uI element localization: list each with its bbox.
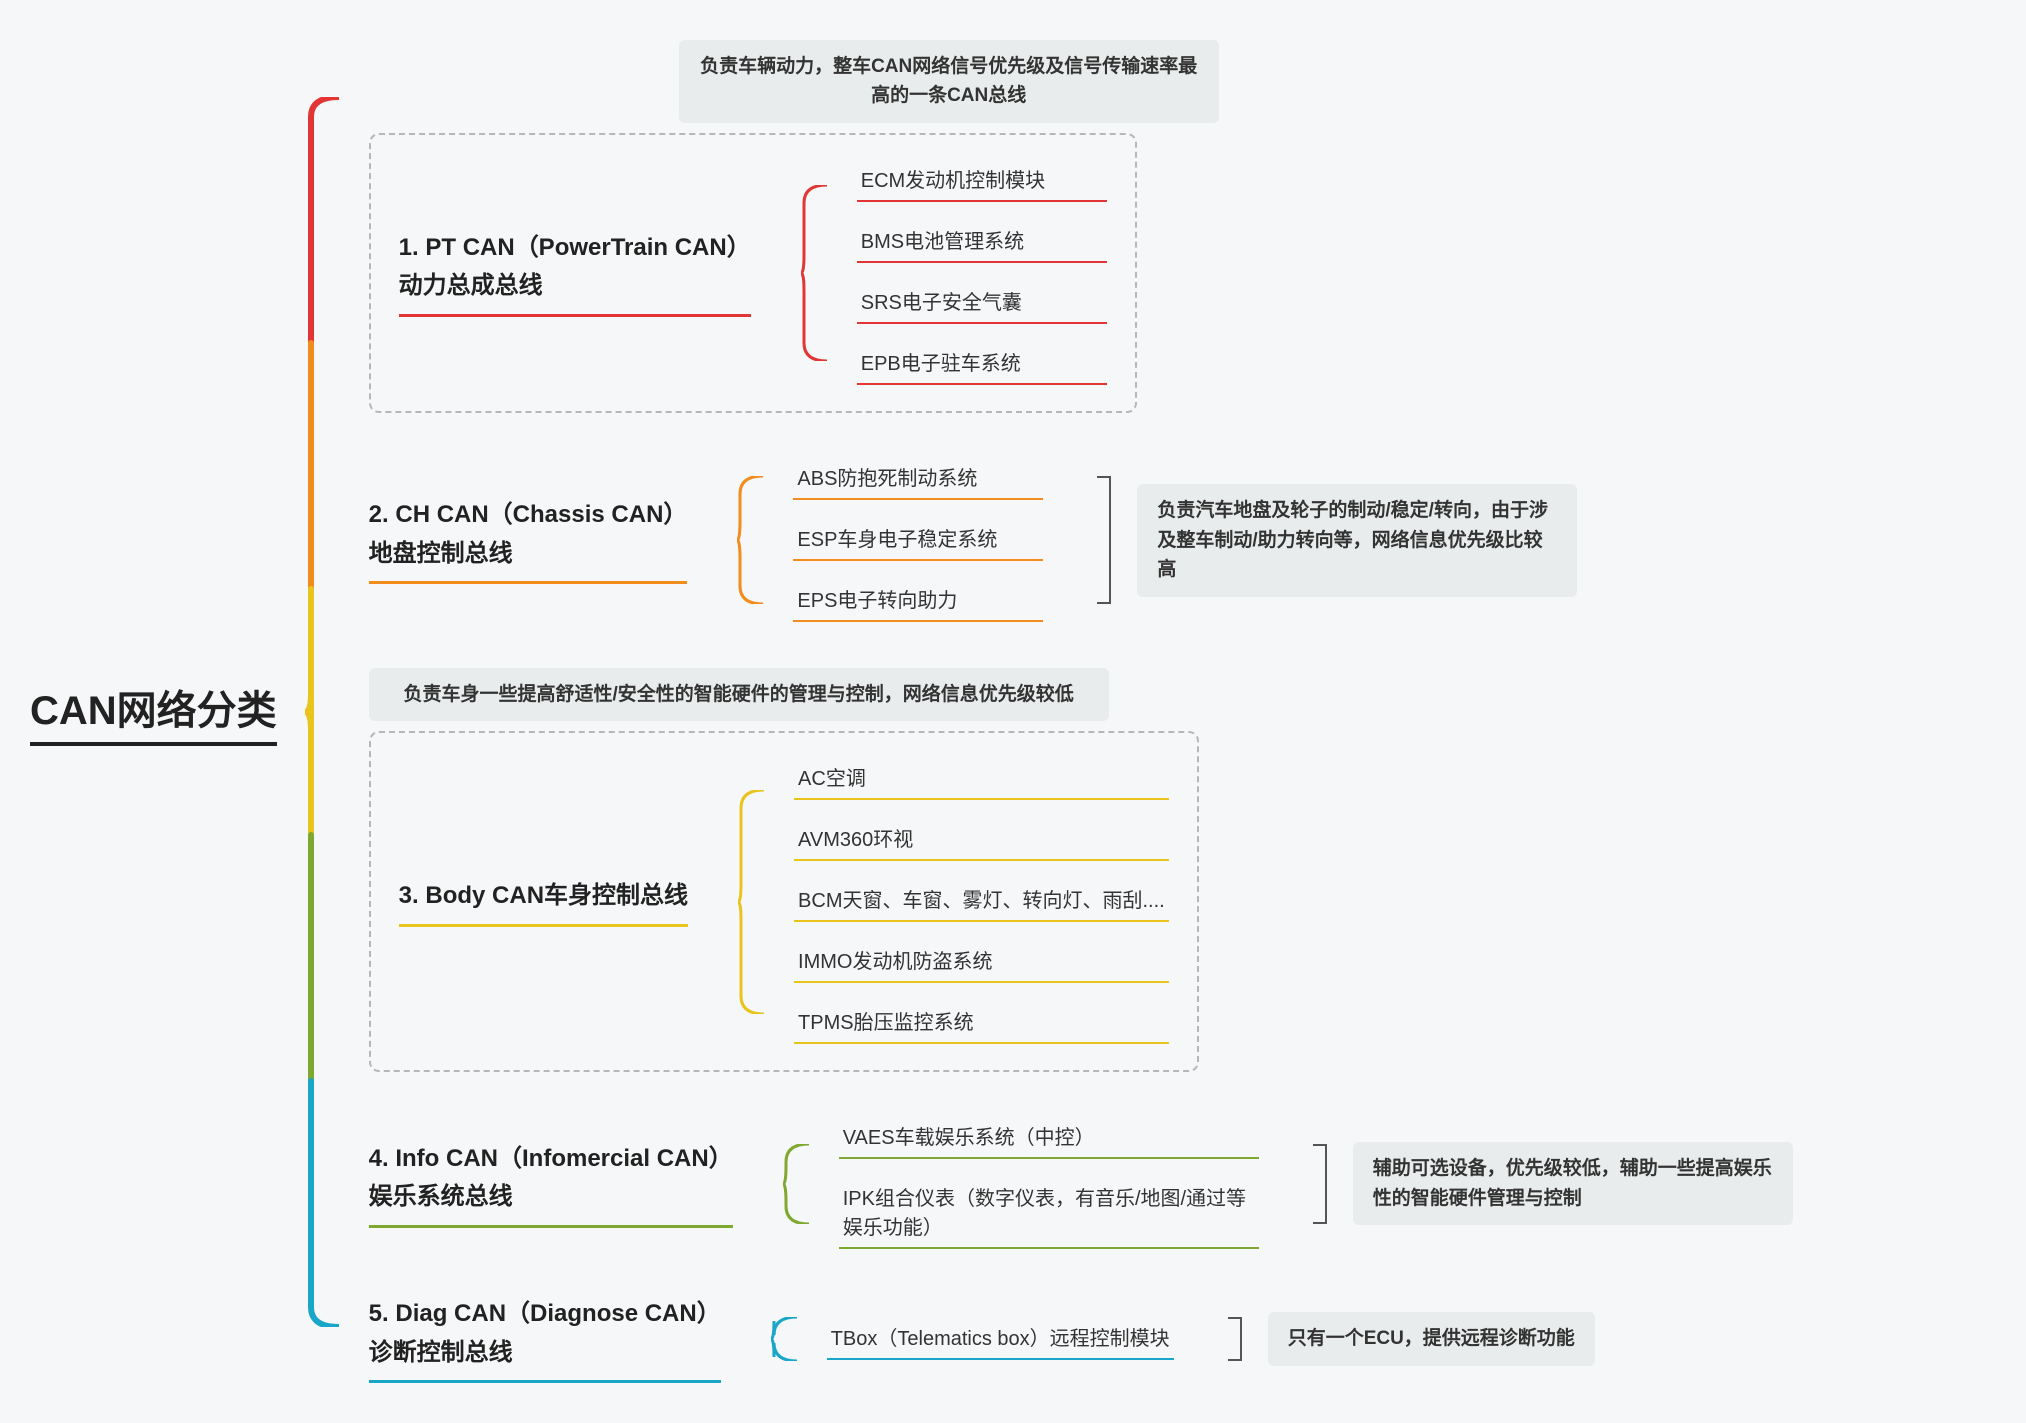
branch-1-row: 1. PT CAN（PowerTrain CAN） 动力总成总线 ECM发动机控制模… (399, 161, 1107, 385)
branch-2-right-note: 负责汽车地盘及轮子的制动/稳定/转向，由于涉及整车制动/助力转向等，网络信息优先… (1137, 484, 1577, 596)
branch-4-right-group: 辅助可选设备，优先级较低，辅助一些提高娱乐性的智能硬件管理与控制 (1313, 1142, 1793, 1225)
root-brace (305, 97, 339, 1327)
branch-1-title-l2: 动力总成总线 (399, 272, 543, 299)
branch-5-right-group: 只有一个ECU，提供远程诊断功能 (1228, 1312, 1595, 1365)
branch-5-title-l2: 诊断控制总线 (369, 1339, 513, 1366)
branch-4-row: 4. Info CAN（Infomercial CAN） 娱乐系统总线 VAES车载… (369, 1118, 1793, 1249)
branch-1-title-l1: 1. PT CAN（PowerTrain CAN） (399, 234, 751, 261)
branch-3-title-l1: 3. Body CAN车身控制总线 (399, 882, 688, 909)
branch-4-item-2: IPK组合仪表（数字仪表，有音乐/地图/通过等娱乐功能） (839, 1179, 1259, 1249)
branch-3-title: 3. Body CAN车身控制总线 (399, 877, 688, 926)
root-title: CAN网络分类 (30, 678, 277, 746)
branch-2-title-l1: 2. CH CAN（Chassis CAN） (369, 501, 688, 528)
branch-2-item-3: EPS电子转向助力 (793, 581, 1043, 622)
branch-1-items: ECM发动机控制模块 BMS电池管理系统 SRS电子安全气囊 EPB电子驻车系统 (857, 161, 1107, 385)
branch-5-items: TBox（Telematics box）远程控制模块 (827, 1319, 1174, 1360)
branch-3-item-3: BCM天窗、车窗、雾灯、转向灯、雨刮.... (794, 881, 1169, 922)
branch-3: 负责车身一些提高舒适性/安全性的智能硬件的管理与控制，网络信息优先级较低 3. B… (369, 668, 1793, 1072)
branch-3-item-2: AVM360环视 (794, 820, 1169, 861)
branch-4-right-note: 辅助可选设备，优先级较低，辅助一些提高娱乐性的智能硬件管理与控制 (1353, 1142, 1793, 1225)
branch-2-items: ABS防抱死制动系统 ESP车身电子稳定系统 EPS电子转向助力 (793, 459, 1043, 622)
branch-2-brace (737, 476, 763, 604)
branch-3-item-1: AC空调 (794, 759, 1169, 800)
branch-5-row: 5. Diag CAN（Diagnose CAN） 诊断控制总线 TBox（Tele… (369, 1295, 1793, 1383)
branch-3-item-5: TPMS胎压监控系统 (794, 1003, 1169, 1044)
branch-4-items: VAES车载娱乐系统（中控） IPK组合仪表（数字仪表，有音乐/地图/通过等娱乐功… (839, 1118, 1259, 1249)
branch-1-brace (801, 185, 827, 361)
branch-2: 2. CH CAN（Chassis CAN） 地盘控制总线 ABS防抱死制动系统 ES… (369, 459, 1793, 622)
branch-3-item-4: IMMO发动机防盗系统 (794, 942, 1169, 983)
branch-3-dashed-box: 3. Body CAN车身控制总线 AC空调 AVM360环视 BCM天窗、车窗、雾灯… (369, 731, 1199, 1072)
branch-2-row: 2. CH CAN（Chassis CAN） 地盘控制总线 ABS防抱死制动系统 ES… (369, 459, 1793, 622)
branch-container: 负责车辆动力，整车CAN网络信号优先级及信号传输速率最高的一条CAN总线 1. P… (339, 40, 1793, 1383)
branch-4-title: 4. Info CAN（Infomercial CAN） 娱乐系统总线 (369, 1140, 733, 1228)
branch-5: 5. Diag CAN（Diagnose CAN） 诊断控制总线 TBox（Tele… (369, 1295, 1793, 1383)
branch-2-right-group: 负责汽车地盘及轮子的制动/稳定/转向，由于涉及整车制动/助力转向等，网络信息优先… (1097, 476, 1577, 604)
branch-2-title: 2. CH CAN（Chassis CAN） 地盘控制总线 (369, 496, 688, 584)
branch-3-brace (738, 790, 764, 1014)
branch-5-title-l1: 5. Diag CAN（Diagnose CAN） (369, 1300, 721, 1327)
branch-4-right-bracket (1313, 1144, 1327, 1224)
branch-4-brace (783, 1144, 809, 1224)
branch-5-right-bracket (1228, 1317, 1242, 1361)
branch-4-title-l2: 娱乐系统总线 (369, 1183, 513, 1210)
branch-2-item-2: ESP车身电子稳定系统 (793, 520, 1043, 561)
branch-5-brace (771, 1317, 797, 1361)
branch-5-title: 5. Diag CAN（Diagnose CAN） 诊断控制总线 (369, 1295, 721, 1383)
branch-1: 负责车辆动力，整车CAN网络信号优先级及信号传输速率最高的一条CAN总线 1. P… (369, 40, 1793, 413)
branch-1-title: 1. PT CAN（PowerTrain CAN） 动力总成总线 (399, 229, 751, 317)
branch-1-top-note: 负责车辆动力，整车CAN网络信号优先级及信号传输速率最高的一条CAN总线 (679, 40, 1219, 123)
branch-5-item-1: TBox（Telematics box）远程控制模块 (827, 1319, 1174, 1360)
branch-1-item-2: BMS电池管理系统 (857, 222, 1107, 263)
branch-3-above-note: 负责车身一些提高舒适性/安全性的智能硬件的管理与控制，网络信息优先级较低 (369, 668, 1109, 721)
branch-3-items: AC空调 AVM360环视 BCM天窗、车窗、雾灯、转向灯、雨刮.... IMMO发动… (794, 759, 1169, 1044)
branch-2-title-l2: 地盘控制总线 (369, 540, 513, 567)
branch-1-item-3: SRS电子安全气囊 (857, 283, 1107, 324)
branch-4: 4. Info CAN（Infomercial CAN） 娱乐系统总线 VAES车载… (369, 1118, 1793, 1249)
branch-1-item-4: EPB电子驻车系统 (857, 344, 1107, 385)
branch-3-row: 3. Body CAN车身控制总线 AC空调 AVM360环视 BCM天窗、车窗、雾灯… (399, 759, 1169, 1044)
branch-2-item-1: ABS防抱死制动系统 (793, 459, 1043, 500)
branch-4-title-l1: 4. Info CAN（Infomercial CAN） (369, 1145, 733, 1172)
branch-2-right-bracket (1097, 476, 1111, 604)
branch-5-right-note: 只有一个ECU，提供远程诊断功能 (1268, 1312, 1595, 1365)
can-mindmap: CAN网络分类 负责车辆动力，整车CAN网络信号优先级及信号传输速率最高的一条C… (30, 40, 1996, 1383)
branch-1-dashed-box: 1. PT CAN（PowerTrain CAN） 动力总成总线 ECM发动机控制模… (369, 133, 1137, 413)
branch-4-item-1: VAES车载娱乐系统（中控） (839, 1118, 1259, 1159)
branch-1-item-1: ECM发动机控制模块 (857, 161, 1107, 202)
